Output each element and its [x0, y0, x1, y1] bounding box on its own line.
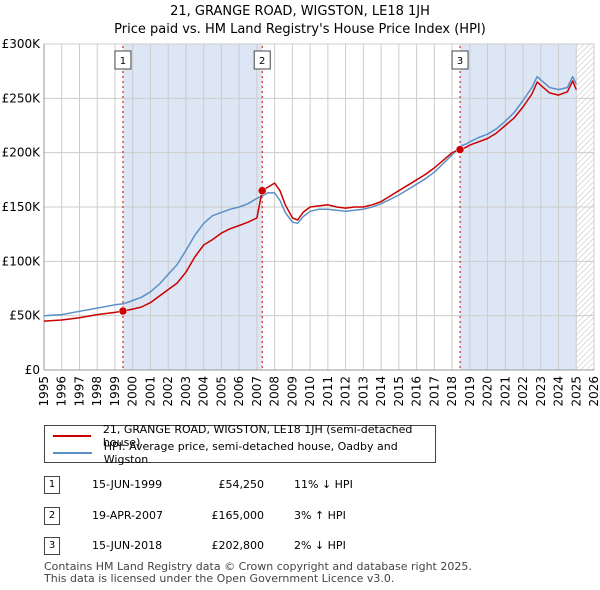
y-tick-label: £100K	[2, 254, 42, 268]
x-tick-label: 2026	[587, 376, 600, 407]
y-tick-label: £200K	[2, 146, 42, 160]
x-tick-label: 1996	[55, 376, 69, 407]
y-tick-label: £50K	[9, 309, 41, 323]
x-tick-label: 2005	[214, 376, 228, 407]
x-tick-label: 2016	[410, 376, 424, 407]
sale-point	[118, 306, 128, 316]
transaction-number: 2	[44, 507, 60, 525]
transaction-number: 3	[44, 537, 60, 555]
chart-subtitle: Price paid vs. HM Land Registry's House …	[114, 22, 486, 37]
sale-marker-label: 2	[259, 56, 265, 67]
sale-marker-box	[253, 50, 271, 70]
x-tick-label: 2018	[445, 376, 459, 407]
x-tick-label: 2022	[516, 376, 530, 407]
footer-line: This data is licensed under the Open Gov…	[44, 572, 395, 585]
legend-label-property: 21, GRANGE ROAD, WIGSTON, LE18 1JH (semi…	[102, 423, 413, 449]
sale-point	[455, 145, 465, 154]
sale-marker-label: 1	[120, 56, 126, 67]
x-tick-label: 1997	[72, 376, 86, 407]
y-tick-label: £250K	[2, 91, 42, 105]
transaction-row: 2 19-APR-2007 £165,000 3% ↑ HPI	[44, 507, 464, 525]
transaction-price: £165,000	[211, 509, 265, 522]
x-tick-label: 2010	[303, 376, 317, 407]
x-tick-label: 2021	[498, 376, 512, 407]
y-tick-label: £150K	[2, 200, 42, 214]
transaction-row: 3 15-JUN-2018 £202,800 2% ↓ HPI	[44, 537, 464, 555]
x-tick-label: 2019	[463, 376, 477, 407]
x-tick-label: 2015	[392, 376, 406, 407]
transaction-price: £54,250	[218, 478, 265, 491]
x-tick-label: 2023	[534, 376, 548, 407]
x-tick-label: 2004	[197, 376, 211, 407]
x-tick-label: 1999	[108, 376, 122, 407]
x-tick-label: 2006	[232, 376, 246, 407]
x-tick-label: 2012	[339, 376, 353, 407]
sale-marker-label: 3	[457, 56, 463, 67]
transaction-row: 1 15-JUN-1999 £54,250 11% ↓ HPI	[44, 476, 464, 494]
transaction-date: 19-APR-2007	[92, 509, 164, 522]
legend-swatch-property	[53, 435, 91, 437]
transaction-hpi: 11% ↓ HPI	[294, 478, 353, 491]
footer-line: Contains HM Land Registry data © Crown c…	[44, 560, 472, 573]
y-tick-label: £300K	[2, 37, 42, 51]
x-tick-label: 1998	[90, 376, 104, 407]
legend-item-property: 21, GRANGE ROAD, WIGSTON, LE18 1JH (semi…	[53, 423, 435, 449]
footer: Contains HM Land Registry data © Crown c…	[44, 561, 472, 585]
x-tick-label: 1995	[37, 376, 51, 407]
x-tick-label: 2011	[321, 376, 335, 407]
legend-swatch-hpi	[53, 452, 92, 454]
sale-marker-box	[114, 50, 132, 70]
transaction-hpi: 2% ↓ HPI	[294, 539, 346, 552]
legend-item-hpi: HPI: Average price, semi-detached house,…	[53, 440, 435, 466]
x-tick-label: 2003	[179, 376, 193, 407]
x-tick-label: 2009	[285, 376, 299, 407]
transaction-date: 15-JUN-1999	[92, 478, 163, 491]
transaction-number: 1	[44, 476, 60, 494]
hpi-line	[43, 75, 577, 317]
transaction-date: 15-JUN-2018	[92, 539, 163, 552]
x-tick-label: 2007	[250, 376, 264, 407]
x-tick-label: 2024	[552, 376, 566, 407]
x-tick-label: 2000	[126, 376, 140, 407]
x-tick-label: 2013	[356, 376, 370, 407]
legend-label-hpi: HPI: Average price, semi-detached house,…	[103, 440, 398, 466]
x-tick-label: 2014	[374, 376, 388, 407]
transaction-price: £202,800	[211, 539, 265, 552]
x-tick-label: 2002	[161, 376, 175, 407]
chart-title: 21, GRANGE ROAD, WIGSTON, LE18 1JH	[170, 4, 430, 19]
sale-marker-box	[451, 50, 469, 70]
x-tick-label: 2025	[569, 376, 583, 407]
x-tick-label: 2017	[427, 376, 441, 407]
transaction-hpi: 3% ↑ HPI	[294, 509, 346, 522]
y-tick-label: £0	[25, 363, 40, 377]
property-price-line	[43, 80, 577, 322]
x-tick-label: 2001	[143, 376, 157, 407]
x-tick-label: 2008	[268, 376, 282, 407]
legend: 21, GRANGE ROAD, WIGSTON, LE18 1JH (semi…	[44, 423, 436, 466]
sale-point	[257, 186, 267, 195]
x-tick-label: 2020	[481, 376, 495, 407]
